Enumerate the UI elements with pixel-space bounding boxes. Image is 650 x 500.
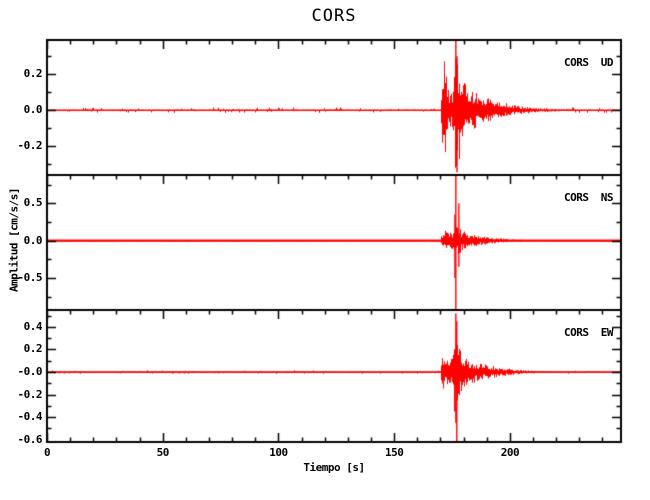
panel-label-ew: CORS EW (564, 326, 613, 339)
y-tick-label: -0.4 (17, 410, 43, 424)
y-tick-label: 0.0 (23, 233, 43, 247)
x-tick-label: 200 (500, 446, 520, 459)
x-tick-label: 150 (384, 446, 404, 459)
panel-label-ud: CORS UD (564, 56, 613, 69)
y-tick-label: 0.2 (23, 67, 43, 81)
y-tick-label: -0.6 (17, 432, 43, 446)
y-tick-label: -0.2 (17, 139, 43, 153)
x-axis-title: Tiempo [s] (303, 461, 365, 474)
y-tick-label: 0.0 (23, 103, 43, 117)
y-tick-label: 0.4 (23, 319, 43, 333)
x-tick-label: 100 (269, 446, 288, 459)
y-tick-label: -0.0 (17, 365, 43, 379)
chart-title: CORS (311, 6, 357, 26)
y-tick-label: -0.5 (17, 270, 43, 284)
y-tick-label: 0.2 (23, 342, 43, 356)
y-tick-label: -0.2 (17, 387, 43, 401)
y-tick-label: 0.5 (23, 196, 43, 210)
x-tick-label: 50 (156, 446, 170, 459)
panel-label-ns: CORS NS (564, 191, 613, 204)
x-tick-label: 0 (43, 446, 51, 459)
